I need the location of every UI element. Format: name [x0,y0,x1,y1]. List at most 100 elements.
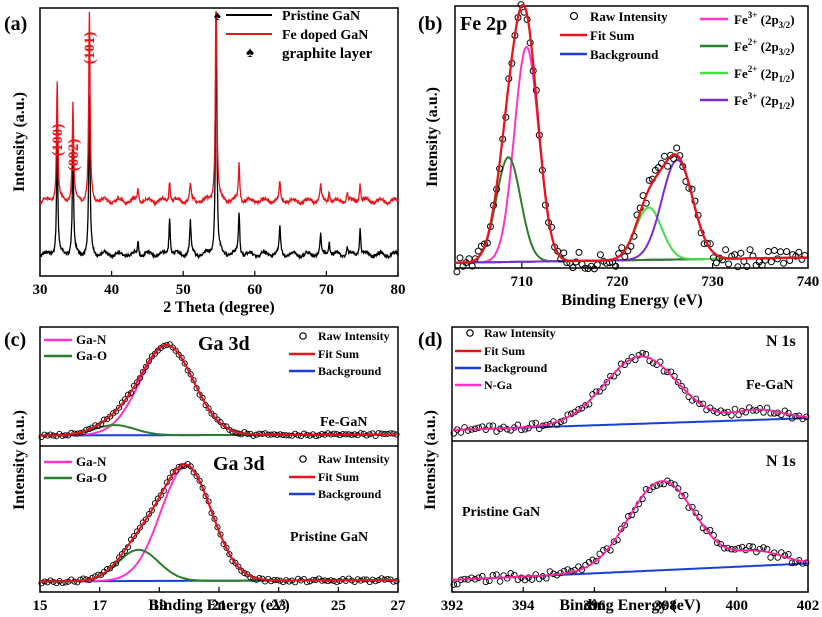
panel-a-legend: Pristine GaN Fe doped GaN ♠ graphite lay… [226,9,373,62]
a-x-tick-label: 40 [104,282,119,298]
c-x-tick-label: 19 [152,598,167,614]
panel-d-top-sample: Fe-GaN [746,378,793,393]
n1s-raw-point [454,580,461,588]
panel-b-plot [453,1,809,276]
panel-a-plot [39,11,399,261]
raw-point [746,246,754,254]
raw-point [795,248,803,256]
n1s-raw-point [635,351,643,359]
panel-a-xlabel: 2 Theta (degree) [163,299,274,316]
n1s-raw-point [756,405,764,412]
raw-point [725,260,733,268]
panel-c-ticks: 15 17 19 21 23 25 27 [33,587,407,614]
panel-b-xlabel: Binding Energy (eV) [561,292,702,309]
n1s-raw-point [532,419,539,427]
panel-d-ticks: 392 394 396 398 400 402 [441,587,820,614]
d-x-tick-label: 396 [583,598,606,614]
panel-c-plot [38,341,400,587]
n1s-raw-point [582,402,589,409]
raw-point [474,247,482,255]
raw-point [575,248,583,256]
ga3d-raw-point [107,565,114,572]
raw-point [453,268,461,276]
n1s-raw-point [756,545,764,553]
component-peak-0 [454,45,808,264]
ga3d-raw-point [178,354,185,361]
ga3d-raw-point [110,410,117,417]
n1s-raw-point [610,538,618,545]
n1s-raw-point [785,551,792,558]
panel-d-legend: Raw Intensity Fit Sum Background N-Ga [455,326,556,392]
n1s-raw-point [468,574,475,581]
raw-point [783,248,791,256]
raw-point [612,262,620,270]
ga3d-raw-point [286,578,293,585]
panel-c-legend-top: Ga-N Ga-O Raw Intensity Fit Sum Backgrou… [44,329,390,378]
c-x-tick-label: 15 [33,598,48,614]
legend-c1-gao: Ga-O [76,348,107,363]
panel-b-title: Fe 2p [460,13,507,35]
legend-c2-bg: Background [318,487,381,501]
c-x-tick-label: 27 [391,598,407,614]
panel-b-legend: Raw Intensity Fit Sum Background Fe3+ (2… [560,9,795,111]
legend-d-raw-marker [466,329,474,337]
ga3d-raw-point [205,405,212,412]
legend-c2-gao: Ga-O [76,470,107,485]
n1s-raw-point [767,554,774,561]
ga3d-raw-point [300,575,308,583]
panel-d: 392 394 396 398 400 402 (d) N 1s N 1s Binding… [418,326,819,614]
n1s-raw-point [713,539,721,546]
panel-d-title-top: N 1s [766,333,796,350]
legend-fe2-12: Fe2+ (2p1/2) [734,64,795,84]
panel-d-title-bottom: N 1s [766,453,796,470]
panel-c-legend-bottom: Ga-N Ga-O Raw Intensity Fit Sum Backgrou… [44,452,390,501]
ga3d-raw-point [172,347,179,354]
legend-c2-raw-marker [299,455,307,463]
n1s-raw-point [738,543,746,551]
panel-d-plot [450,349,810,588]
raw-point [581,264,589,272]
raw-point [767,258,775,266]
ga3d-fit-sum-1 [40,463,398,583]
n1s-raw-point [760,544,767,551]
ga3d-raw-point [142,516,149,523]
panel-c-top-sample: Fe-GaN [320,415,367,430]
ga3d-fit-sum-0 [40,343,398,437]
raw-point [673,144,681,152]
raw-point [645,176,653,184]
n1s-raw-point [664,368,671,376]
raw-point [764,248,772,255]
c-x-tick-label: 25 [331,598,346,614]
legend-c2-raw: Raw Intensity [318,452,390,466]
legend-c1-gan: Ga-N [76,332,107,347]
legend-fit: Fit Sum [590,28,635,43]
component-peak-1 [454,156,808,264]
panel-a-ylabel: Intensity (a.u.) [11,92,28,192]
n1s-raw-point [607,372,614,380]
raw-point [456,254,464,262]
legend-fe-doped: Fe doped GaN [282,28,368,43]
panel-c-title-bottom: Ga 3d [213,453,265,475]
n1s-raw-point [450,581,458,588]
ga3d-raw-point [357,430,364,437]
ga3d-raw-point [113,408,120,415]
ga3d-raw-point [175,351,182,358]
panel-d-xlabel: Binding Energy (eV) [559,597,700,614]
raw-point [737,249,745,257]
ga3d-raw-point [110,561,117,568]
panel-d-frame [451,326,809,593]
panel-d-ylabel: Intensity (a.u.) [422,410,439,510]
raw-point [670,155,678,163]
legend-pristine: Pristine GaN [282,9,360,24]
d-x-tick-label: 402 [797,598,820,614]
n1s-raw-point [678,382,685,390]
legend-c1-bg: Background [318,364,381,378]
n1s-raw-point [532,571,539,578]
legend-graphite: graphite layer [282,46,373,62]
raw-point [722,246,730,254]
xrd-line-pristine [39,11,399,261]
a-x-tick-label: 80 [391,282,406,298]
panel-c-xlabel: Binding Energy (eV) [148,597,289,614]
raw-point [712,259,720,267]
n1s-fit-sum-0 [452,355,809,431]
